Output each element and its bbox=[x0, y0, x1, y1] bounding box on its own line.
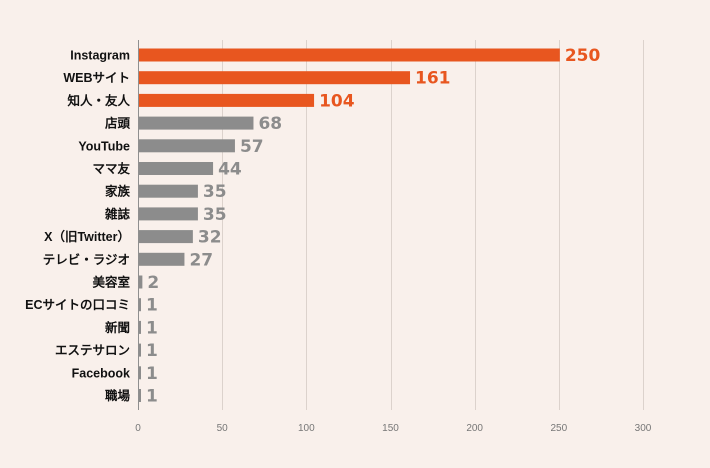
value-label: 250 bbox=[565, 46, 601, 66]
bar-13 bbox=[139, 320, 141, 334]
x-tick-label: 250 bbox=[550, 423, 567, 434]
value-label: 104 bbox=[319, 91, 355, 111]
value-label: 35 bbox=[203, 182, 227, 202]
value-label: 35 bbox=[203, 205, 227, 225]
value-label: 1 bbox=[146, 387, 158, 407]
value-label: 1 bbox=[146, 341, 158, 361]
x-tick-label: 200 bbox=[466, 423, 483, 434]
x-tick-label: 300 bbox=[635, 423, 652, 434]
value-label: 161 bbox=[415, 69, 451, 89]
bar-5 bbox=[139, 139, 235, 153]
bar-12 bbox=[139, 298, 141, 312]
bar-1 bbox=[139, 48, 560, 62]
bar-6 bbox=[139, 162, 214, 175]
bar-4 bbox=[139, 116, 254, 130]
category-label: ECサイトの口コミ bbox=[25, 298, 130, 312]
category-label: 店頭 bbox=[105, 116, 131, 131]
x-tick-label: 0 bbox=[135, 423, 141, 434]
value-label: 1 bbox=[146, 364, 158, 384]
category-label: 雑誌 bbox=[104, 206, 131, 221]
value-label: 57 bbox=[240, 137, 264, 157]
bar-7 bbox=[139, 184, 198, 198]
bar-14 bbox=[139, 343, 141, 357]
value-label: 2 bbox=[147, 273, 159, 293]
bar-11 bbox=[139, 275, 143, 289]
value-label: 32 bbox=[198, 228, 222, 248]
x-tick-label: 50 bbox=[217, 423, 229, 434]
category-label: 家族 bbox=[105, 184, 131, 199]
value-label: 27 bbox=[189, 250, 213, 270]
category-label: YouTube bbox=[78, 139, 130, 153]
category-label: Instagram bbox=[70, 49, 130, 63]
value-label: 1 bbox=[146, 296, 158, 316]
value-label: 44 bbox=[218, 160, 242, 180]
value-label: 1 bbox=[146, 318, 158, 338]
x-tick-label: 150 bbox=[382, 423, 399, 434]
category-label: Facebook bbox=[72, 366, 130, 380]
category-label: 職場 bbox=[105, 388, 131, 403]
category-label: 美容室 bbox=[92, 275, 130, 290]
x-tick-label: 100 bbox=[298, 423, 315, 434]
category-label: 知人・友人 bbox=[66, 93, 130, 108]
x-axis-ticks: 0 50 100 150 200 250 300 bbox=[135, 423, 652, 434]
bar-9 bbox=[139, 230, 193, 244]
bar-2 bbox=[139, 71, 411, 85]
category-label: WEBサイト bbox=[63, 71, 130, 85]
bar-15 bbox=[139, 366, 141, 380]
category-label: X（旧Twitter） bbox=[44, 229, 130, 244]
value-label: 68 bbox=[258, 114, 282, 134]
category-label: テレビ・ラジオ bbox=[43, 252, 130, 267]
category-label: ママ友 bbox=[92, 161, 130, 176]
category-label: エステサロン bbox=[55, 344, 130, 358]
bar-8 bbox=[139, 207, 198, 221]
category-label: 新聞 bbox=[105, 320, 130, 335]
bar-10 bbox=[139, 252, 185, 266]
bar-16 bbox=[139, 389, 141, 402]
bars bbox=[139, 48, 560, 402]
bar-3 bbox=[139, 93, 315, 107]
